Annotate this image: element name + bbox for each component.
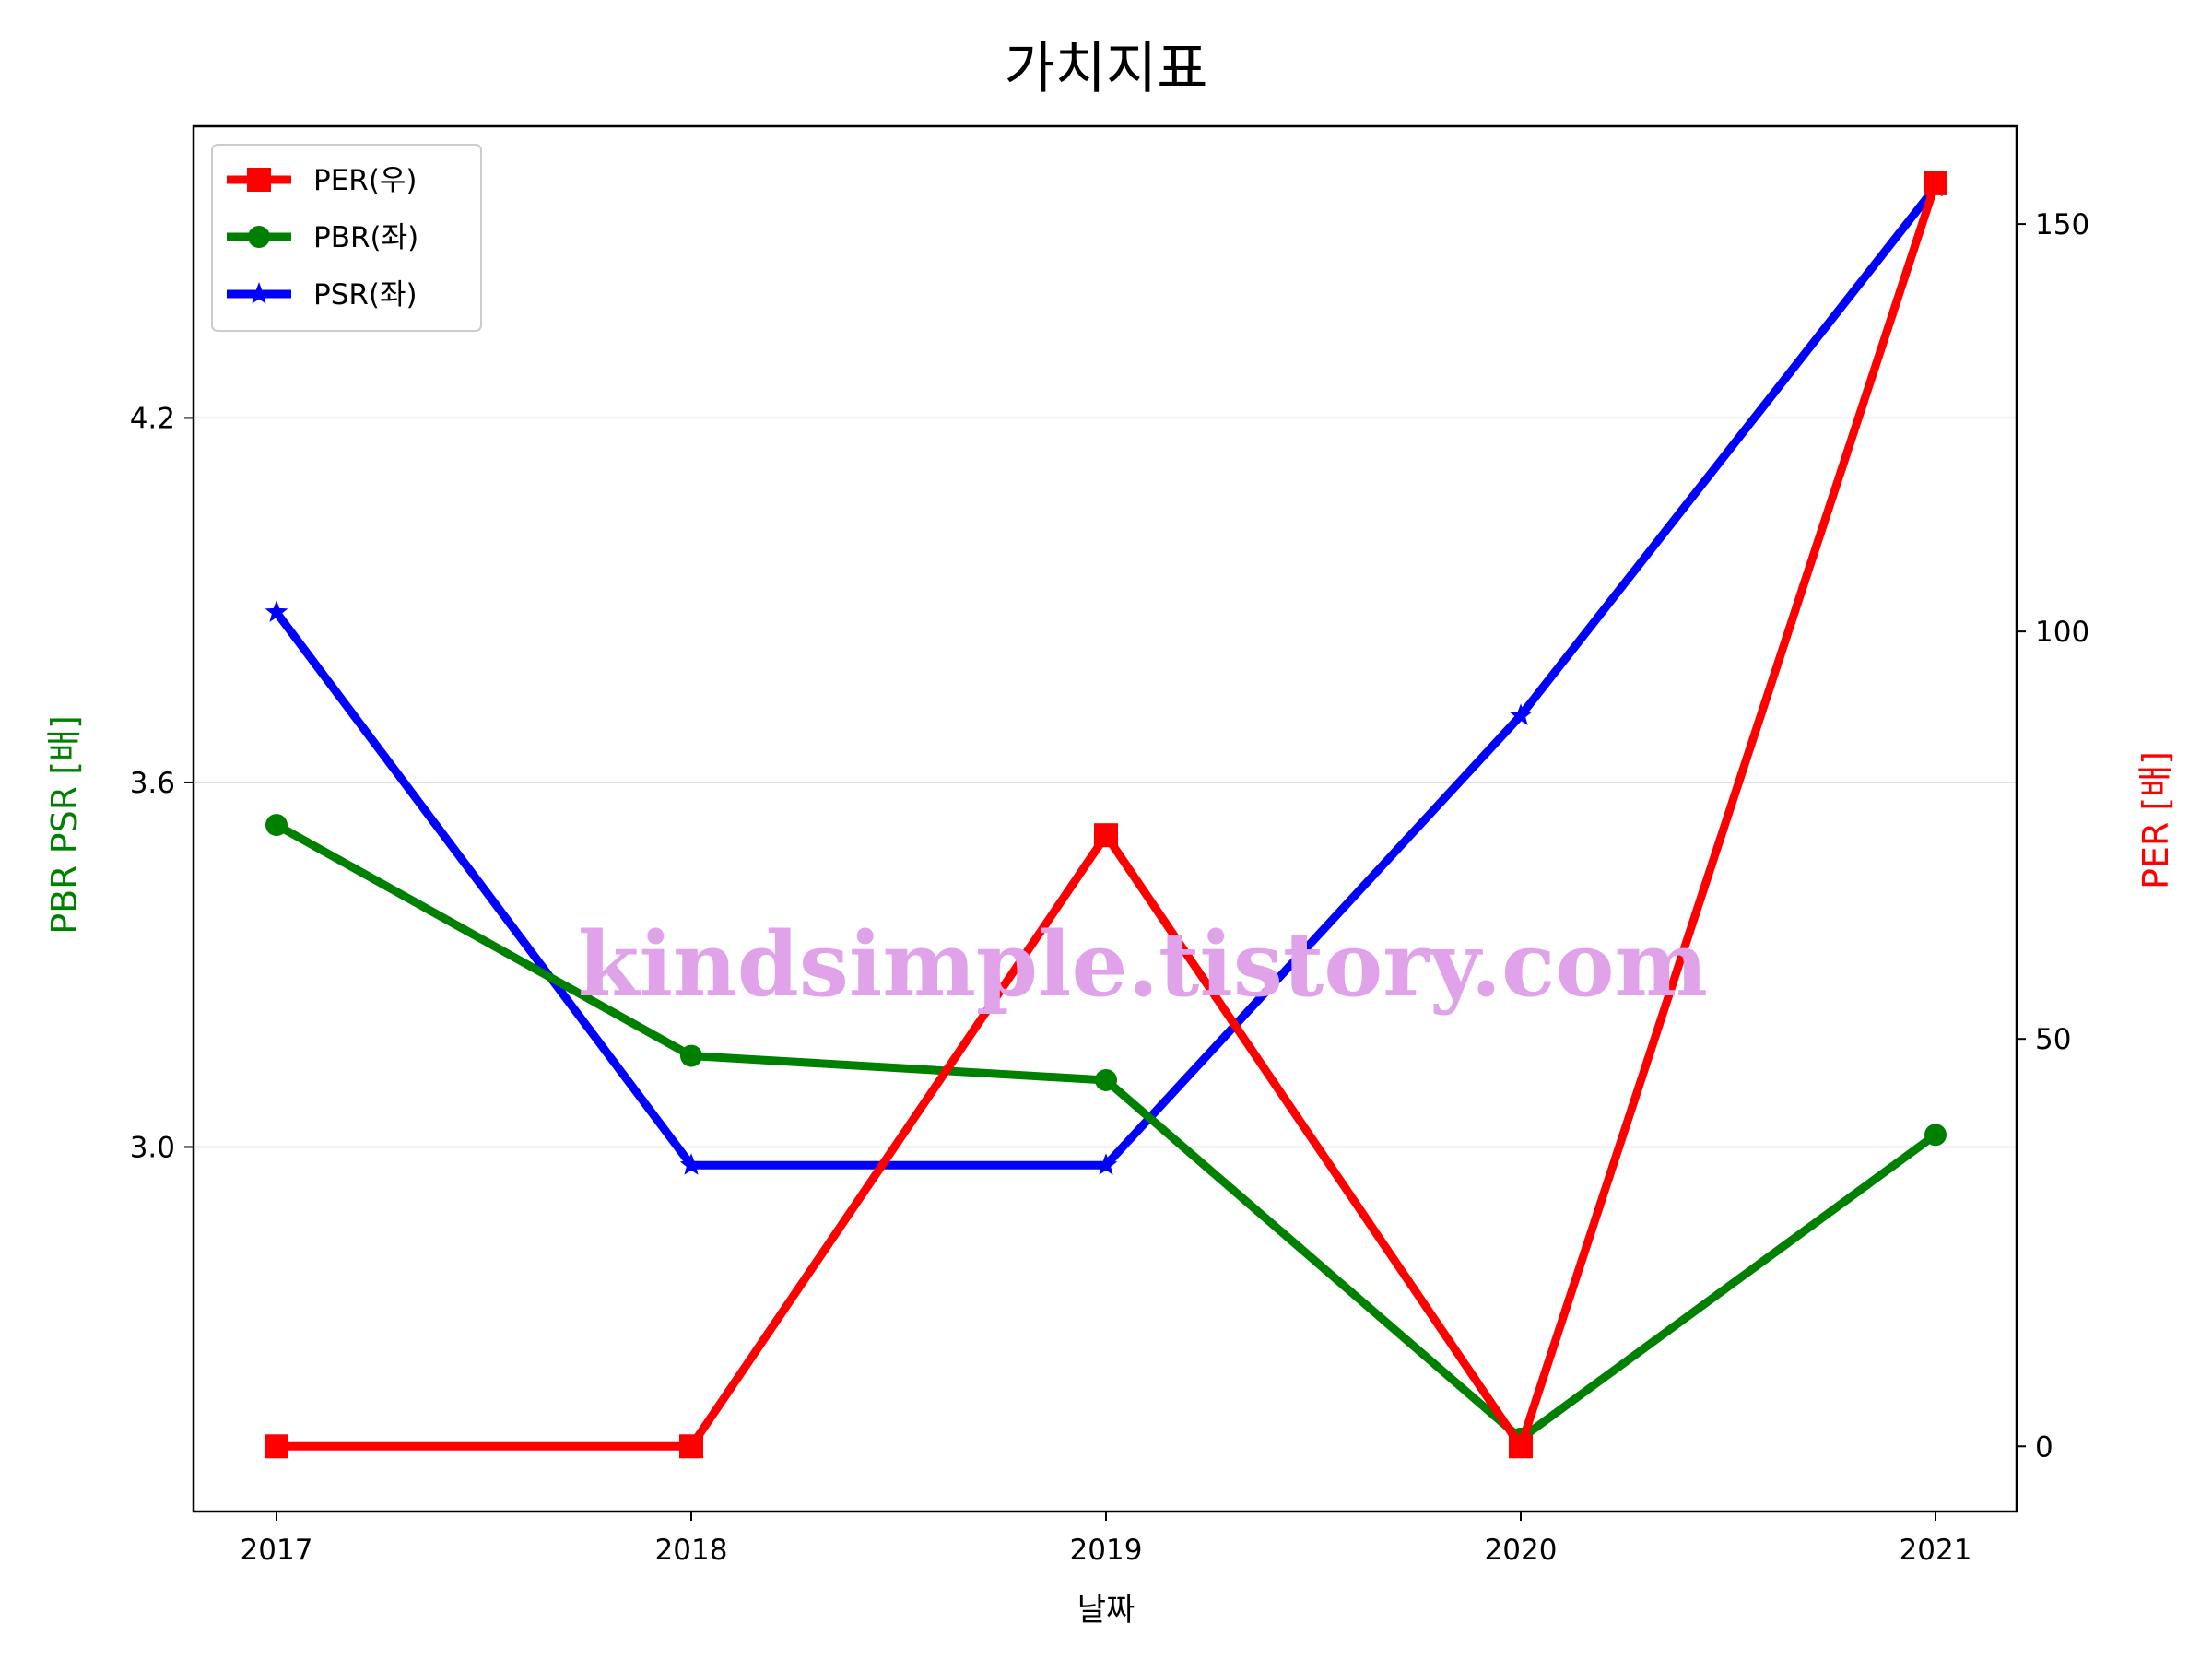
x-tick-label: 2020	[1485, 1534, 1558, 1567]
watermark: kindsimple.tistory.com	[578, 912, 1708, 1017]
y-right-tick-label: 150	[2035, 208, 2089, 241]
y-right-tick-label: 0	[2035, 1430, 2053, 1464]
legend-label: PSR(좌)	[313, 278, 418, 312]
legend: PER(우) PBR(좌) PSR(좌)	[211, 144, 482, 332]
series-layer	[265, 171, 1947, 1459]
data-point	[1924, 1124, 1947, 1147]
data-point	[1094, 823, 1118, 848]
legend-marker	[247, 282, 271, 304]
y-right-tick-label: 100	[2035, 616, 2089, 649]
plot-frame	[192, 124, 2018, 1513]
data-point	[1509, 1434, 1533, 1459]
y-axis-label-right: PER [배]	[2136, 751, 2176, 889]
x-axis-label: 날짜	[1077, 1592, 1135, 1629]
series-line	[272, 179, 1940, 1451]
y-left-tick-label: 3.0	[130, 1131, 175, 1164]
chart-title: 가치지표	[1005, 37, 1208, 101]
y-left-tick-label: 4.2	[130, 402, 175, 435]
legend-label: PBR(좌)	[313, 221, 418, 254]
y-axis-label-left: PBR PSR [배]	[44, 715, 85, 935]
x-tick-label: 2017	[241, 1534, 313, 1567]
y-left-tick-label: 3.6	[130, 767, 175, 800]
x-tick-label: 2018	[655, 1534, 728, 1567]
legend-marker	[247, 168, 271, 192]
legend-label: PER(우)	[313, 164, 418, 197]
data-point	[1094, 1153, 1118, 1175]
legend-box	[211, 144, 482, 332]
x-tick-label: 2021	[1900, 1534, 1972, 1567]
data-point	[1924, 171, 1947, 195]
grid	[194, 417, 2017, 1148]
data-point	[265, 1434, 288, 1459]
data-point	[265, 814, 288, 837]
y-right-tick-label: 50	[2035, 1023, 2071, 1056]
data-point	[1095, 1068, 1117, 1091]
legend-marker	[248, 226, 270, 248]
series-line	[272, 182, 1940, 1170]
data-point	[1509, 703, 1533, 725]
data-point	[265, 600, 288, 622]
x-tick-label: 2019	[1070, 1534, 1143, 1567]
data-point	[680, 1044, 702, 1067]
data-point	[679, 1434, 703, 1459]
data-point	[679, 1153, 703, 1175]
axes: 2017 2018 2019 2020 2021 3.0 3.6 4.2 0 50 100 150	[130, 124, 2089, 1567]
